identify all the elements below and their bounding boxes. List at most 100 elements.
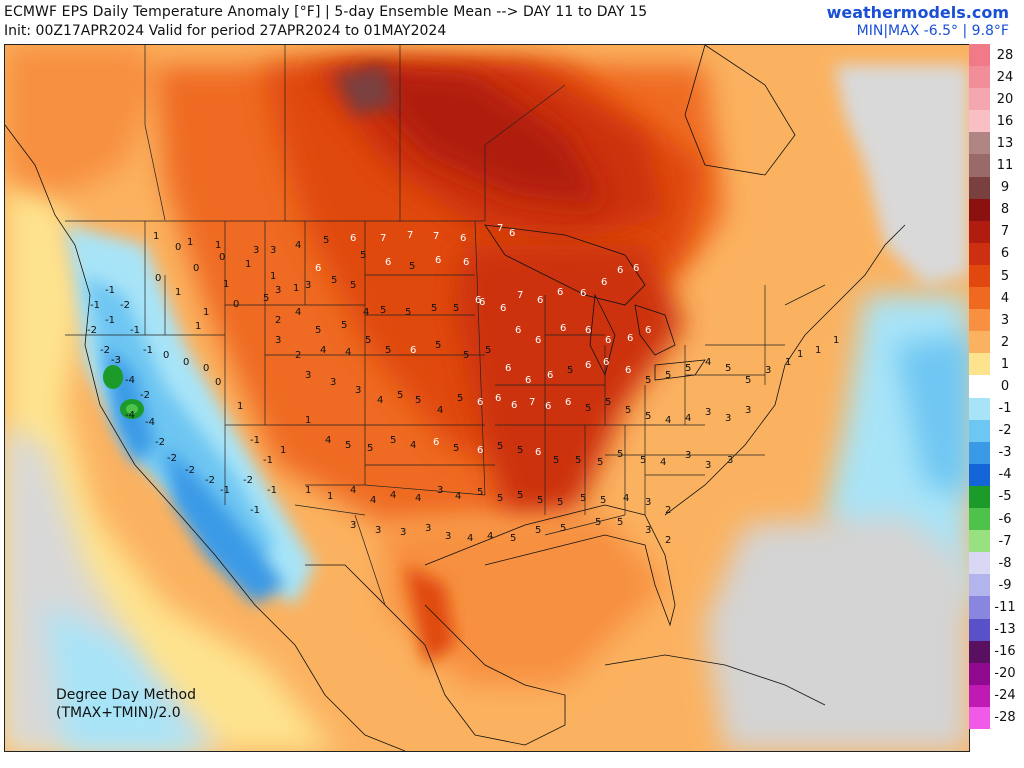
station-value: 3 [445,531,452,542]
legend-swatch [969,88,990,111]
station-value: 5 [390,435,397,446]
station-value: 1 [270,271,277,282]
legend-swatch [969,110,990,133]
station-value: 2 [275,315,282,326]
legend-row: -4 [969,463,1020,486]
legend-label: -1 [998,401,1012,417]
station-value: -2 [100,345,110,356]
station-value: 5 [453,303,460,314]
legend-swatch [969,684,990,707]
station-value: 6 [537,295,544,306]
station-value: 5 [365,335,372,346]
field-pacific-cool [45,605,205,751]
legend-swatch [969,441,990,464]
station-value: -2 [167,453,177,464]
legend-row: 6 [969,242,1020,265]
legend-swatch [969,176,990,199]
legend-label: -5 [998,489,1012,505]
station-value: 4 [363,307,370,318]
legend-swatch [969,706,990,729]
legend-row: 0 [969,375,1020,398]
station-value: 3 [765,365,772,376]
station-value: 4 [325,435,332,446]
station-value: 3 [705,407,712,418]
station-value: 1 [293,283,300,294]
legend-row: 16 [969,110,1020,133]
legend-swatch [969,662,990,685]
station-value: 5 [597,457,604,468]
legend-label: 24 [996,69,1014,85]
station-value: -3 [111,355,121,366]
station-value: 0 [155,273,162,284]
station-value: 5 [380,305,387,316]
station-value: 6 [511,400,518,411]
caribbean [604,654,826,706]
station-value: 6 [505,363,512,374]
station-value: 6 [585,360,592,371]
legend-label: -2 [998,423,1012,439]
station-value: -1 [105,285,115,296]
legend-swatch [969,618,990,641]
station-value: 0 [175,242,182,253]
station-value: 1 [785,357,792,368]
station-value: 7 [407,230,414,241]
legend-row: 28 [969,44,1020,67]
legend-row: -3 [969,441,1020,464]
footer [0,752,1024,768]
station-value: 5 [725,363,732,374]
legend-label: 1 [1000,356,1010,372]
station-value: 1 [305,485,312,496]
color-legend: 28 24 20 16 13 11 9 8 7 6 5 4 3 2 1 0 -1 -2 -3 -4 -5 -6 -7 -8 -9… [969,44,1020,729]
station-value: 5 [605,397,612,408]
legend-row: -20 [969,662,1020,685]
station-value: 4 [705,357,712,368]
site-link[interactable]: weathermodels.com [826,3,1009,22]
station-value: 5 [397,390,404,401]
legend-swatch [969,198,990,221]
legend-swatch [969,309,990,332]
station-value: 7 [497,223,504,234]
station-value: 5 [617,517,624,528]
station-value: 5 [585,403,592,414]
legend-row: -28 [969,706,1020,729]
station-value: -2 [205,475,215,486]
field-gulf [385,515,665,685]
legend-row: -11 [969,596,1020,619]
station-value: 5 [625,405,632,416]
station-value: 6 [515,325,522,336]
station-value: -1 [267,485,277,496]
legend-swatch [969,530,990,553]
station-value: -1 [263,455,273,466]
station-value: 1 [175,287,182,298]
legend-swatch [969,242,990,265]
legend-label: 0 [1000,378,1010,394]
station-value: -1 [250,505,260,516]
legend-swatch [969,508,990,531]
station-value: 6 [500,303,507,314]
legend-label: -3 [998,445,1012,461]
field-west-cool-3 [165,445,285,605]
station-value: 5 [645,411,652,422]
station-value: -2 [120,300,130,311]
map-canvas [5,45,969,751]
station-value: 3 [350,520,357,531]
station-value: 1 [237,401,244,412]
station-value: 6 [557,287,564,298]
station-value: 3 [645,497,652,508]
station-value: 5 [645,375,652,386]
legend-row: 13 [969,132,1020,155]
legend-swatch [969,552,990,575]
legend-row: -13 [969,618,1020,641]
station-value: 2 [295,350,302,361]
station-value: 1 [280,445,287,456]
legend-swatch [969,132,990,155]
legend-label: 7 [1000,224,1010,240]
station-value: 1 [203,307,210,318]
pacific-coast [5,124,406,751]
legend-row: -24 [969,684,1020,707]
station-value: 5 [745,375,752,386]
station-value: 4 [345,347,352,358]
station-value: 2 [665,505,672,516]
legend-row: -9 [969,574,1020,597]
station-value: 6 [460,233,467,244]
